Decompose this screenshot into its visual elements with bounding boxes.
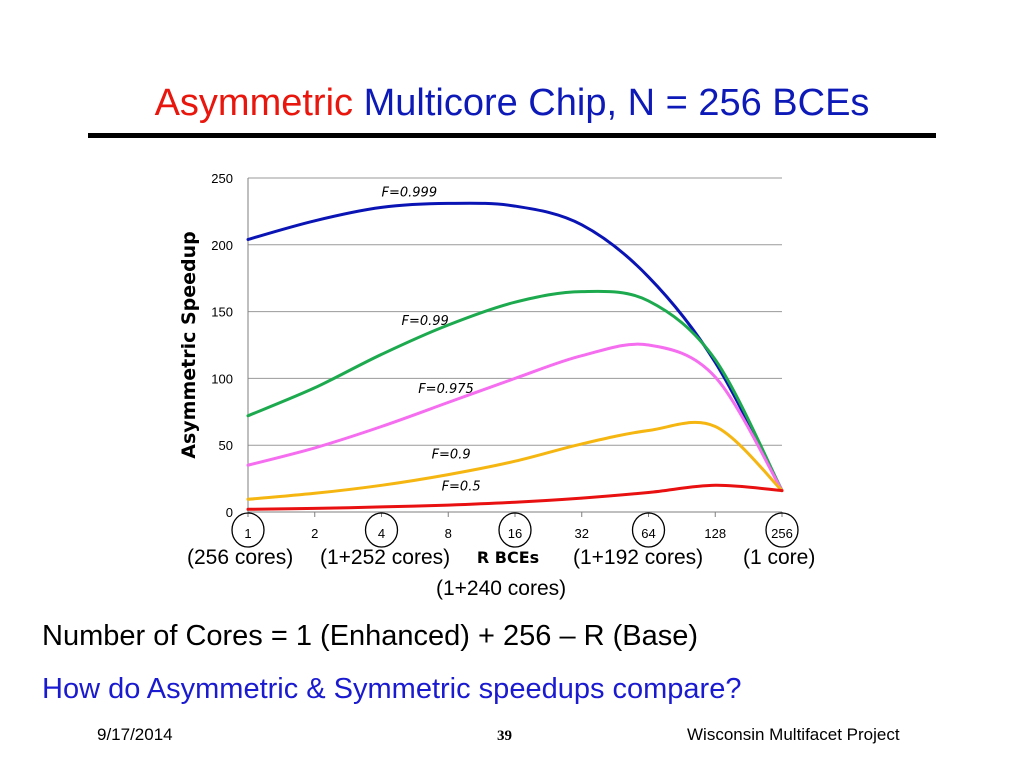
series-line-f-0-9: [246, 420, 784, 501]
y-tick-label: 200: [211, 238, 233, 253]
core-label-256: (256 cores): [187, 546, 294, 569]
series-line-f-0-975: [246, 342, 784, 493]
y-tick-label: 50: [219, 438, 233, 453]
title-rule: [88, 133, 936, 138]
x-tick-label: 2: [311, 526, 318, 541]
question-text: How do Asymmetric & Symmetric speedups c…: [42, 673, 742, 705]
x-tick-label: 1: [244, 526, 251, 541]
core-label-240: (1+240 cores): [436, 577, 567, 600]
series-line-f-0-5: [246, 483, 784, 511]
series-label: F=0.99: [402, 314, 449, 329]
y-tick-label: 250: [211, 171, 233, 186]
y-tick-label: 100: [211, 371, 233, 386]
circle-marker-64: [631, 512, 666, 548]
core-label-252: (1+252 cores): [320, 546, 451, 569]
series-label: F=0.999: [382, 186, 438, 201]
page-number: 39: [497, 728, 512, 744]
slide-title: Asymmetric Multicore Chip, N = 256 BCEs: [0, 82, 1024, 125]
series-line-f-0-999: [246, 201, 784, 493]
core-label-192: (1+192 cores): [573, 546, 704, 569]
series-label: F=0.975: [418, 382, 474, 397]
footer-project: Wisconsin Multifacet Project: [687, 725, 900, 744]
footer-date: 9/17/2014: [97, 725, 173, 744]
x-tick-label: 4: [378, 526, 385, 541]
core-label-1: (1 core): [743, 546, 816, 569]
series-label: F=0.5: [442, 480, 481, 495]
x-tick-label: 256: [771, 526, 793, 541]
circle-marker-4: [364, 512, 399, 548]
title-asymmetric: Asymmetric: [154, 82, 354, 124]
y-tick-label: 150: [211, 305, 233, 320]
circle-marker-1: [231, 512, 265, 548]
x-tick-label: 64: [641, 526, 655, 541]
x-tick-label: 16: [508, 526, 522, 541]
x-tick-label: 8: [445, 526, 452, 541]
speedup-chart: 0 50 100 150 200 250 1 2 4 8 16 32 64 128 256 Asymmetri…: [178, 171, 799, 567]
cores-formula: Number of Cores = 1 (Enhanced) + 256 – R…: [42, 620, 699, 652]
y-tick-label: 0: [226, 505, 233, 520]
x-tick-label: 32: [575, 526, 589, 541]
circle-marker-16: [498, 512, 532, 548]
x-axis-label: R BCEs: [477, 548, 539, 567]
circle-marker-256: [765, 512, 799, 548]
series-label: F=0.9: [432, 448, 471, 463]
y-axis-label: Asymmetric Speedup: [178, 231, 200, 459]
series-line-f-0-99: [246, 289, 784, 493]
x-tick-label: 128: [704, 526, 726, 541]
title-rest: Multicore Chip, N = 256 BCEs: [363, 82, 870, 124]
